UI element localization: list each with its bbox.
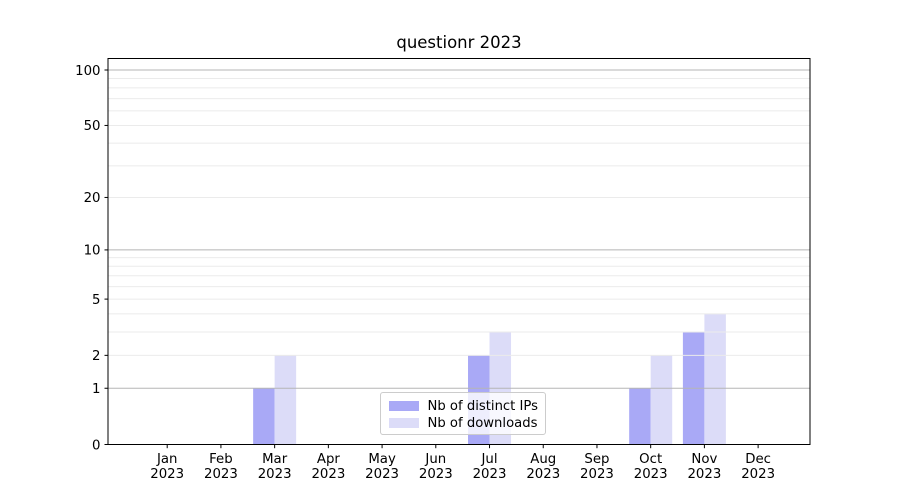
x-tick-label-year: 2023 bbox=[365, 467, 399, 482]
legend-swatch-downloads bbox=[388, 418, 419, 428]
x-tick-label-year: 2023 bbox=[204, 467, 238, 482]
y-tick-label: 1 bbox=[92, 382, 100, 397]
x-tick-label-month: Jun bbox=[424, 452, 446, 467]
bar-downloads-nov-2023 bbox=[704, 313, 726, 445]
x-tick-label-month: Sep bbox=[584, 452, 609, 467]
plot-border bbox=[107, 58, 811, 445]
x-tick-label-month: Oct bbox=[639, 452, 662, 467]
x-tick-label-year: 2023 bbox=[634, 467, 668, 482]
x-tick-label-month: Nov bbox=[691, 452, 717, 467]
y-tick-label: 10 bbox=[84, 244, 101, 259]
chart-title: questionr 2023 bbox=[396, 33, 522, 52]
x-tick-label-month: Feb bbox=[209, 452, 233, 467]
legend-item-distinct-ips: Nb of distinct IPs bbox=[388, 398, 545, 415]
bar-downloads-mar-2023 bbox=[274, 355, 297, 445]
bar-distinct-ips-mar-2023 bbox=[253, 388, 275, 445]
x-tick-label-year: 2023 bbox=[687, 467, 721, 482]
y-tick-label: 20 bbox=[84, 191, 101, 206]
y-tick-label: 5 bbox=[92, 293, 100, 308]
x-tick-label-year: 2023 bbox=[526, 467, 560, 482]
x-tick-label-month: Mar bbox=[262, 452, 288, 467]
x-tick-label-year: 2023 bbox=[741, 467, 775, 482]
x-tick-label-year: 2023 bbox=[580, 467, 614, 482]
bar-downloads-oct-2023 bbox=[650, 355, 673, 445]
x-tick-label-month: Dec bbox=[745, 452, 771, 467]
x-tick-label-year: 2023 bbox=[150, 467, 184, 482]
legend-label-downloads: Nb of downloads bbox=[427, 415, 538, 431]
x-tick-label-month: Jul bbox=[480, 452, 497, 467]
x-tick-label-year: 2023 bbox=[258, 467, 292, 482]
x-tick-label-year: 2023 bbox=[311, 467, 345, 482]
legend-swatch-distinct-ips bbox=[388, 401, 419, 411]
x-tick-label-month: May bbox=[368, 452, 396, 467]
x-tick-label-year: 2023 bbox=[473, 467, 507, 482]
x-tick-label-month: Jan bbox=[156, 452, 178, 467]
bar-distinct-ips-oct-2023 bbox=[629, 388, 651, 445]
x-tick-label-month: Apr bbox=[317, 452, 341, 467]
x-tick-label-month: Aug bbox=[530, 452, 556, 467]
x-tick-label-year: 2023 bbox=[419, 467, 453, 482]
y-tick-label: 2 bbox=[92, 349, 100, 364]
y-tick-label: 50 bbox=[84, 119, 101, 134]
legend-label-distinct-ips: Nb of distinct IPs bbox=[427, 398, 539, 414]
legend: Nb of distinct IPs Nb of downloads bbox=[379, 391, 546, 435]
y-tick-label: 100 bbox=[75, 64, 100, 79]
y-tick-label: 0 bbox=[92, 438, 100, 453]
legend-item-downloads: Nb of downloads bbox=[388, 415, 545, 432]
